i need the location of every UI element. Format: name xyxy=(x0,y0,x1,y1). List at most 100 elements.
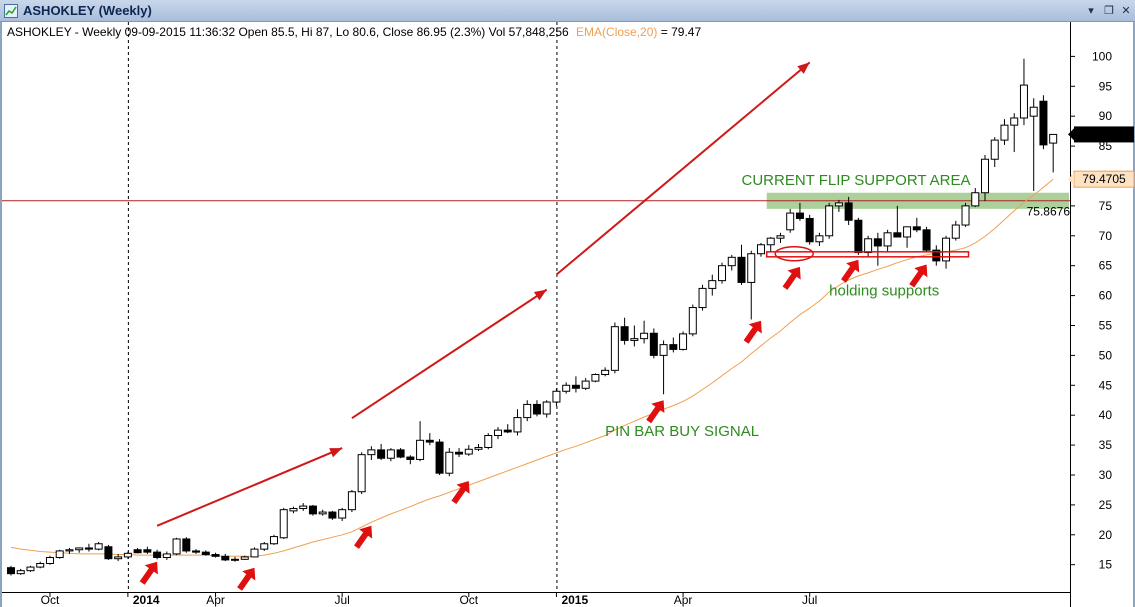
candle-up xyxy=(26,566,35,572)
candle-down xyxy=(221,555,230,561)
candle-up xyxy=(679,333,688,350)
window-menu-icon[interactable]: ▾ xyxy=(1088,4,1094,17)
x-tick-label: Jul xyxy=(334,593,349,607)
signal-arrow xyxy=(646,400,665,424)
candle-down xyxy=(912,226,921,231)
y-tick-label: 60 xyxy=(1099,289,1113,303)
candle-up xyxy=(45,557,54,564)
candle-down xyxy=(620,326,629,341)
candle-down xyxy=(7,567,15,575)
close-icon[interactable]: ✕ xyxy=(1121,4,1131,17)
candle-up xyxy=(786,212,795,231)
candle-up xyxy=(114,556,123,560)
candle-up xyxy=(942,237,951,262)
candle-up xyxy=(1049,133,1058,144)
candle-down xyxy=(844,202,853,221)
candle-down xyxy=(308,505,317,515)
candle-up xyxy=(971,192,980,207)
candle-up xyxy=(1029,106,1038,117)
last-price-tag-pointer xyxy=(1068,128,1074,141)
support-line xyxy=(765,251,970,258)
signal-arrow xyxy=(451,481,470,505)
candle-up xyxy=(990,139,999,160)
candle-up xyxy=(864,238,873,254)
candle-up xyxy=(299,505,308,509)
candle-up xyxy=(815,235,824,243)
chart-annotation: CURRENT FLIP SUPPORT AREA xyxy=(742,172,971,189)
candle-up xyxy=(562,384,571,392)
candle-down xyxy=(425,439,434,443)
candle-down xyxy=(377,449,386,459)
candle-up xyxy=(240,556,249,560)
signal-arrow xyxy=(354,525,373,549)
candle-down xyxy=(854,219,863,254)
candle-up xyxy=(474,446,483,450)
signal-arrow xyxy=(909,264,928,288)
y-tick-label: 20 xyxy=(1099,528,1113,542)
candle-up xyxy=(747,253,756,283)
candle-down xyxy=(201,551,210,556)
signal-arrow xyxy=(237,567,256,591)
y-tick-label: 95 xyxy=(1099,79,1113,93)
window-titlebar: ASHOKLEY (Weekly) ▾ ❐ ✕ xyxy=(0,0,1135,22)
candle-down xyxy=(532,403,541,415)
candle-down xyxy=(435,441,444,474)
candle-down xyxy=(571,384,580,389)
signal-arrow-shape xyxy=(451,481,470,505)
candle-up xyxy=(260,543,269,550)
y-tick-label: 100 xyxy=(1092,49,1112,63)
candle-up xyxy=(1019,84,1028,119)
candle-down xyxy=(873,238,882,247)
candle-up xyxy=(552,390,561,403)
candle-up xyxy=(250,548,259,558)
signal-arrow-shape xyxy=(237,567,256,591)
candle-down xyxy=(143,549,152,553)
candle-down xyxy=(503,429,512,433)
candle-down xyxy=(1039,100,1048,146)
candle-up xyxy=(708,280,717,289)
y-tick-label: 55 xyxy=(1099,318,1113,332)
candle-up xyxy=(601,369,610,376)
y-tick-label: 35 xyxy=(1099,438,1113,452)
candle-down xyxy=(932,249,941,262)
ema-value-tag-pointer xyxy=(1068,173,1074,186)
signal-arrow xyxy=(139,561,158,585)
signal-arrow-shape xyxy=(743,320,762,344)
y-tick-label: 50 xyxy=(1099,348,1113,362)
candle-down xyxy=(805,217,814,243)
candle-up xyxy=(464,448,473,455)
x-tick-label: Oct xyxy=(459,593,478,607)
restore-icon[interactable]: ❐ xyxy=(1104,4,1114,17)
candle-up xyxy=(75,547,84,551)
candle-up xyxy=(484,435,493,448)
candle-up xyxy=(162,553,171,559)
y-tick-label: 70 xyxy=(1099,229,1113,243)
candle-up xyxy=(65,549,74,552)
last-price-tag-label: 86.95 xyxy=(1089,127,1119,141)
trend-line xyxy=(351,288,548,420)
candle-down xyxy=(182,538,191,552)
candle-up xyxy=(581,380,590,389)
candle-down xyxy=(922,229,931,251)
signal-arrow-shape xyxy=(909,264,928,288)
candle-down xyxy=(328,511,337,519)
y-tick-label: 25 xyxy=(1099,498,1113,512)
candle-up xyxy=(951,224,960,239)
signal-arrow xyxy=(743,320,762,344)
y-tick-label: 85 xyxy=(1099,139,1113,153)
candle-up xyxy=(698,287,707,309)
signal-arrow xyxy=(841,259,860,283)
candle-down xyxy=(153,551,162,559)
support-ellipse xyxy=(774,245,814,262)
candle-up xyxy=(513,417,522,433)
candle-up xyxy=(494,429,502,437)
candle-down xyxy=(649,332,658,356)
candle-down xyxy=(192,550,201,553)
candle-up xyxy=(367,449,376,456)
info-ema-value: = 79.47 xyxy=(661,25,702,39)
x-tick-label: Apr xyxy=(674,593,693,607)
signal-arrow-shape xyxy=(782,266,801,290)
info-ohlc-text: ASHOKLEY - Weekly 09-09-2015 11:36:32 Op… xyxy=(7,25,569,39)
candle-up xyxy=(766,237,775,246)
